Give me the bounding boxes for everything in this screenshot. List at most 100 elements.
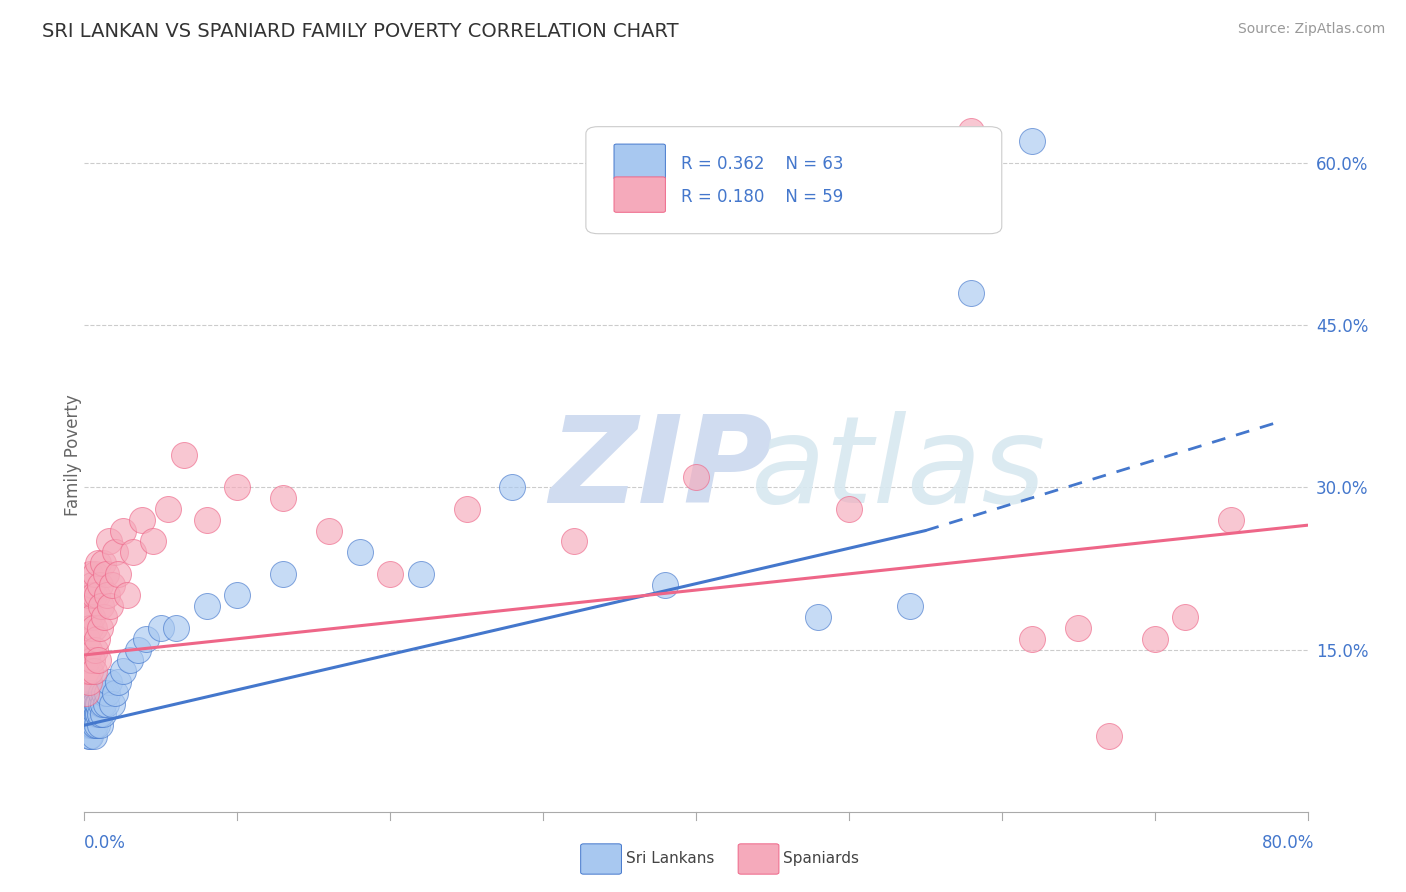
Point — [93, 610, 115, 624]
Point — [83, 729, 105, 743]
Point — [80, 697, 103, 711]
Point — [83, 621, 105, 635]
Text: Source: ZipAtlas.com: Source: ZipAtlas.com — [1237, 22, 1385, 37]
Point — [77, 697, 100, 711]
FancyBboxPatch shape — [586, 127, 1001, 234]
Point — [101, 697, 124, 711]
Point — [86, 632, 108, 646]
Point — [960, 285, 983, 300]
Point — [87, 697, 110, 711]
Point — [84, 566, 107, 581]
Point — [91, 697, 114, 711]
Point — [77, 686, 100, 700]
Point — [83, 697, 105, 711]
Point — [96, 589, 118, 603]
Point — [79, 566, 101, 581]
Text: Spaniards: Spaniards — [783, 852, 859, 866]
Point — [76, 653, 98, 667]
Point — [83, 707, 105, 722]
Point — [456, 502, 478, 516]
FancyBboxPatch shape — [614, 145, 665, 179]
Y-axis label: Family Poverty: Family Poverty — [65, 394, 82, 516]
Point — [142, 534, 165, 549]
Point — [86, 589, 108, 603]
Point — [1174, 610, 1197, 624]
Point — [80, 707, 103, 722]
Point — [77, 642, 100, 657]
Point — [79, 621, 101, 635]
Point — [87, 556, 110, 570]
Point — [76, 632, 98, 646]
Point — [107, 566, 129, 581]
Point — [318, 524, 340, 538]
Point — [84, 718, 107, 732]
Point — [76, 599, 98, 614]
Point — [89, 577, 111, 591]
Text: 0.0%: 0.0% — [84, 834, 127, 852]
Point — [1021, 134, 1043, 148]
Point — [75, 686, 97, 700]
Point — [91, 556, 114, 570]
Point — [93, 686, 115, 700]
Point — [91, 707, 114, 722]
Point — [1067, 621, 1090, 635]
Point — [122, 545, 145, 559]
Point — [76, 697, 98, 711]
Point — [79, 697, 101, 711]
Point — [111, 664, 134, 678]
Point — [409, 566, 432, 581]
Point — [83, 589, 105, 603]
Point — [86, 707, 108, 722]
Point — [104, 686, 127, 700]
Point — [127, 642, 149, 657]
Point — [685, 469, 707, 483]
Point — [807, 610, 830, 624]
Point — [898, 599, 921, 614]
Point — [349, 545, 371, 559]
Text: ZIP: ZIP — [550, 410, 773, 528]
Point — [77, 718, 100, 732]
Point — [135, 632, 157, 646]
Point — [89, 718, 111, 732]
Text: SRI LANKAN VS SPANIARD FAMILY POVERTY CORRELATION CHART: SRI LANKAN VS SPANIARD FAMILY POVERTY CO… — [42, 22, 679, 41]
Point — [98, 599, 121, 614]
Point — [87, 653, 110, 667]
Point — [131, 513, 153, 527]
Point — [77, 610, 100, 624]
Point — [654, 577, 676, 591]
Point — [111, 524, 134, 538]
Point — [195, 599, 218, 614]
Point — [83, 664, 105, 678]
Point — [1021, 632, 1043, 646]
Point — [75, 707, 97, 722]
Point — [75, 664, 97, 678]
Point — [84, 697, 107, 711]
Point — [79, 664, 101, 678]
Point — [77, 675, 100, 690]
Point — [89, 621, 111, 635]
Point — [77, 729, 100, 743]
Point — [75, 718, 97, 732]
Point — [104, 545, 127, 559]
Point — [80, 577, 103, 591]
Point — [226, 589, 249, 603]
Point — [226, 480, 249, 494]
Point — [90, 686, 112, 700]
Point — [120, 653, 142, 667]
Point — [79, 729, 101, 743]
Point — [94, 566, 117, 581]
Point — [80, 610, 103, 624]
Point — [76, 718, 98, 732]
Point — [90, 599, 112, 614]
Point — [149, 621, 172, 635]
Point — [76, 686, 98, 700]
Point — [76, 707, 98, 722]
Point — [87, 707, 110, 722]
Point — [79, 707, 101, 722]
Point — [195, 513, 218, 527]
Point — [79, 718, 101, 732]
Point — [80, 653, 103, 667]
Point — [271, 491, 294, 505]
Point — [89, 707, 111, 722]
Point — [80, 718, 103, 732]
